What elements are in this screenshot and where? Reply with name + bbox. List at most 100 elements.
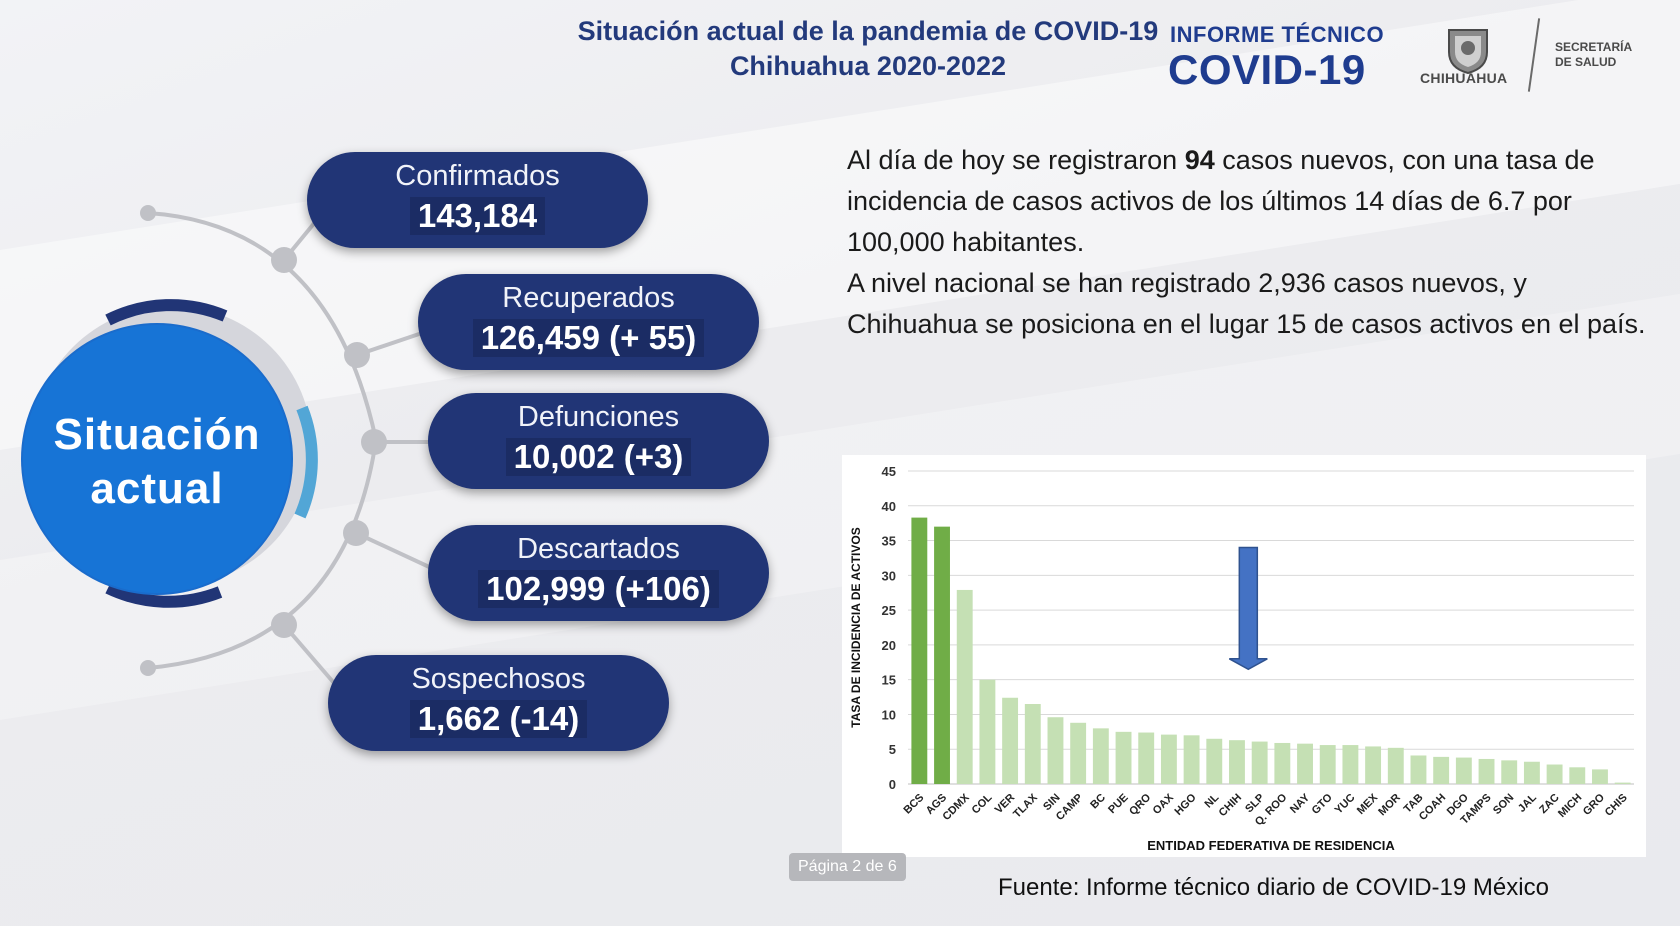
y-tick-label: 0 (889, 777, 896, 792)
x-tick-label: GRO (1581, 791, 1608, 818)
x-tick-label: TLAX (1011, 791, 1040, 820)
stat-label: Confirmados (395, 160, 560, 192)
bar-son (1501, 760, 1518, 784)
y-tick-label: 25 (882, 603, 896, 618)
y-tick-label: 35 (882, 534, 896, 549)
center-circle (23, 325, 291, 593)
x-tick-label: CDMX (940, 791, 972, 823)
bar-jal (1523, 761, 1540, 784)
bar-tab (1410, 755, 1427, 784)
x-tick-label: BC (1088, 792, 1108, 812)
bar-pue (1115, 731, 1132, 784)
source-note: Fuente: Informe técnico diario de COVID-… (998, 874, 1549, 901)
title-line-1: Situación actual de la pandemia de COVID… (577, 16, 1159, 46)
bar-chih (1229, 740, 1245, 784)
incidence-chart-panel: 0 5 10 15 20 25 30 35 40 45 BCS AGS CDMX COL VER TLAX SI… (842, 455, 1646, 857)
title-line-2: Chihuahua 2020-2022 (729, 51, 1007, 81)
x-tick-label: BCS (902, 792, 927, 817)
bar-tamps (1478, 758, 1495, 784)
y-axis-title: TASA DE INCIDENCIA DE ACTIVOS (849, 527, 863, 727)
stat-pill-recuperados: Recuperados 126,459 (+ 55) (418, 274, 759, 370)
paragraph-1-end: casos nuevos, con una tasa de incidencia… (847, 145, 1595, 257)
stat-label: Sospechosos (411, 663, 586, 695)
x-tick-label: PUE (1106, 792, 1130, 816)
y-tick-label: 45 (882, 464, 896, 479)
x-tick-label: MEX (1355, 791, 1381, 817)
chihuahua-seal-icon (1448, 29, 1488, 74)
bar-yuc (1342, 745, 1359, 784)
connector-node (271, 247, 297, 273)
bar-mich (1569, 767, 1586, 784)
y-tick-label: 10 (882, 707, 896, 722)
stat-pill-confirmados: Confirmados 143,184 (307, 152, 648, 248)
y-tick-label: 30 (882, 568, 896, 583)
connector-node (343, 520, 369, 546)
stat-value: 1,662 (-14) (409, 700, 588, 738)
bar-zac (1546, 764, 1563, 784)
center-circle-label: Situación actual (23, 408, 291, 516)
paragraph-1: Al día de hoy se registraron 94 casos nu… (847, 140, 1647, 263)
logo-state-name: CHIHUAHUA (1420, 70, 1508, 86)
stat-pill-descartados: Descartados 102,999 (+106) (428, 525, 769, 621)
bar-gto (1319, 745, 1336, 784)
x-tick-label: JAL (1516, 791, 1539, 814)
bar-ags (934, 526, 950, 784)
brand-line-1: INFORME TÉCNICO (1170, 22, 1385, 47)
bar-camp (1070, 722, 1087, 784)
y-tick-label: 15 (882, 673, 896, 688)
bar-tlax (1024, 704, 1041, 784)
bar-ver (1002, 697, 1019, 784)
bar-nl (1206, 738, 1223, 784)
x-tick-label: SON (1491, 792, 1516, 817)
x-tick-label: GTO (1310, 791, 1336, 817)
connector-node (361, 429, 387, 455)
bar-sin (1047, 717, 1064, 784)
bar-col (979, 679, 996, 784)
x-tick-label: MOR (1376, 792, 1403, 819)
bar-oax (1160, 734, 1177, 784)
bar-slp (1251, 741, 1268, 784)
stat-value: 102,999 (+106) (478, 570, 719, 608)
center-label-line-2: actual (90, 464, 224, 513)
stat-value: 143,184 (409, 197, 546, 235)
bar-bc (1092, 728, 1109, 784)
bar-mor (1387, 747, 1404, 784)
new-cases-count: 94 (1184, 145, 1215, 175)
y-tick-label: 5 (889, 742, 896, 757)
x-tick-label: YUC (1333, 792, 1358, 817)
page-title: Situación actual de la pandemia de COVID… (548, 14, 1188, 84)
y-tick-label: 40 (882, 499, 896, 514)
stat-pill-sospechosos: Sospechosos 1,662 (-14) (328, 655, 669, 751)
x-tick-label: CHIS (1603, 792, 1630, 819)
stat-pill-defunciones: Defunciones 10,002 (+3) (428, 393, 769, 489)
stat-value: 126,459 (+ 55) (472, 319, 705, 357)
paragraph-2: A nivel nacional se han registrado 2,936… (847, 268, 1646, 339)
connector-end-node (140, 205, 156, 221)
stat-value: 10,002 (+3) (505, 438, 692, 476)
logo-department-line-1: SECRETARÍA (1555, 40, 1633, 54)
bar-nay (1297, 743, 1313, 784)
bar-qroo (1274, 742, 1291, 784)
connector-node (344, 342, 370, 368)
y-tick-label: 20 (882, 638, 896, 653)
bar-bcs (911, 517, 928, 784)
bar-coah (1433, 756, 1450, 784)
x-tick-label: MICH (1556, 792, 1584, 820)
bar-cdmx (956, 589, 973, 784)
stat-label: Descartados (517, 533, 680, 565)
connector-end-node (140, 660, 156, 676)
paragraph-1-start: Al día de hoy se registraron (847, 145, 1185, 175)
x-tick-label: OAX (1151, 791, 1177, 817)
bar-mex (1365, 746, 1382, 784)
x-axis-title: ENTIDAD FEDERATIVA DE RESIDENCIA (1147, 838, 1395, 853)
page-indicator: Página 2 de 6 (789, 853, 906, 881)
connector-node (271, 612, 297, 638)
logo-department-line-2: DE SALUD (1555, 55, 1617, 69)
center-circle-accents (105, 299, 318, 608)
bar-dgo (1455, 757, 1472, 784)
bar-hgo (1183, 735, 1200, 784)
center-label-line-1: Situación (53, 410, 261, 459)
x-tick-label: CHIH (1217, 792, 1245, 820)
x-tick-label: HGO (1173, 791, 1200, 818)
